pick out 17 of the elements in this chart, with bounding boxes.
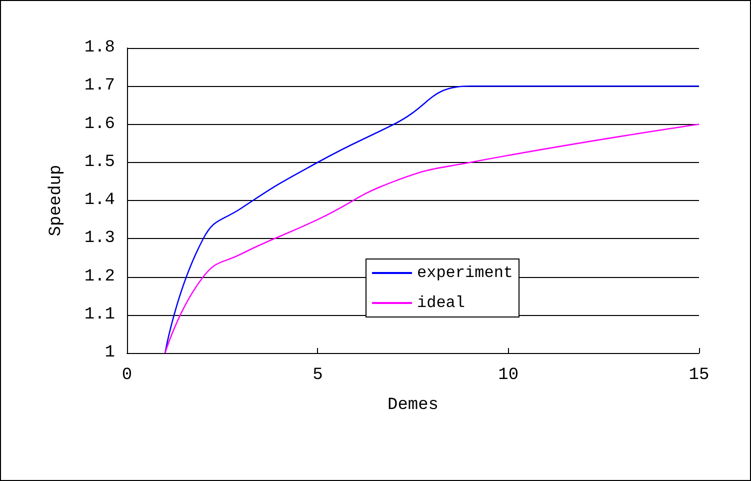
y-tick-label: 1.3 (84, 229, 115, 248)
x-tick-label: 5 (312, 366, 323, 385)
x-tick-label: 0 (122, 366, 132, 385)
x-axis-title: Demes (387, 396, 439, 415)
y-tick-label: 1.2 (84, 267, 115, 286)
x-tick-label: 10 (498, 366, 519, 385)
y-tick-label: 1 (104, 344, 115, 362)
x-tick-label: 15 (688, 366, 710, 385)
y-tick-label: 1.1 (84, 305, 115, 324)
y-tick-label: 1.4 (84, 191, 115, 210)
y-tick-label: 1.8 (84, 38, 115, 58)
y-tick-label: 1.7 (84, 76, 115, 96)
legend-label: ideal (417, 294, 466, 312)
y-tick-label: 1.5 (84, 152, 115, 172)
y-axis-title: Speedup (47, 164, 66, 236)
legend-label: experiment (417, 264, 514, 282)
y-tick-label: 1.6 (84, 114, 115, 134)
